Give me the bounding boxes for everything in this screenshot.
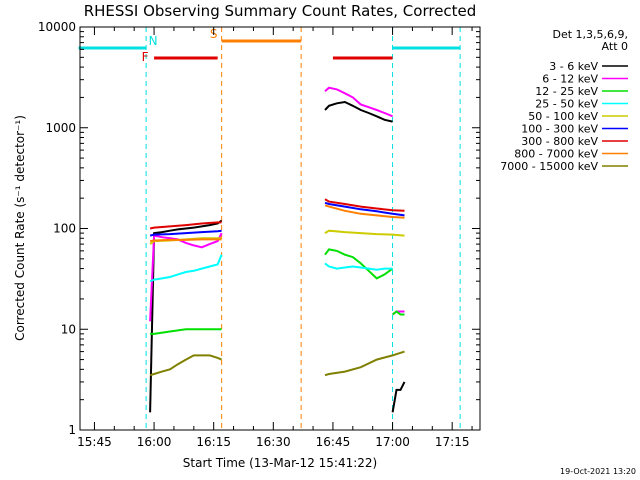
series-line-300-800-kev: [324, 198, 405, 212]
series-line-6-12-kev: [149, 232, 223, 322]
series-line-12-25-kev: [150, 328, 222, 335]
series-line-800-7000-kev: [324, 204, 405, 219]
x-axis-label: Start Time (13-Mar-12 15:41:22): [183, 456, 377, 470]
legend-label: 12 - 25 keV: [535, 85, 598, 98]
y-tick-label: 100: [53, 222, 76, 236]
x-tick-label: 16:15: [196, 435, 231, 449]
y-tick-label: 10: [61, 322, 76, 336]
x-tick-label: 16:00: [137, 435, 172, 449]
series-line-100-300-kev: [324, 201, 405, 217]
flag-label-n: N: [149, 34, 158, 48]
series-line-3-6-kev: [149, 219, 223, 413]
series-line-800-7000-kev: [149, 238, 222, 243]
series-line-25-50-kev: [324, 262, 393, 271]
series-line-6-12-kev: [324, 86, 393, 118]
legend-label: 6 - 12 keV: [542, 73, 598, 86]
legend-label: 25 - 50 keV: [535, 98, 598, 111]
legend-label: 100 - 300 keV: [521, 123, 598, 136]
series-line-50-100-kev: [324, 229, 405, 237]
plot-timestamp: 19-Oct-2021 13:20: [560, 467, 636, 476]
flag-label-f: F: [142, 50, 149, 64]
series-line-7000-15000-kev: [149, 354, 222, 377]
series-layer: [149, 86, 406, 413]
x-tick-label: 16:30: [256, 435, 291, 449]
legend-label: 50 - 100 keV: [528, 110, 598, 123]
x-tick-label: 16:45: [316, 435, 351, 449]
y-axis-label: Corrected Count Rate (s⁻¹ detector⁻¹): [13, 115, 27, 341]
y-tick-label: 1000: [45, 121, 76, 135]
y-axis: 1 10 100 1000 10000: [38, 20, 480, 437]
series-line-300-800-kev: [149, 221, 222, 230]
legend-label: 800 - 7000 keV: [514, 148, 598, 161]
series-line-3-6-kev: [391, 381, 406, 413]
x-tick-label: 17:15: [435, 435, 470, 449]
x-tick-label: 15:45: [77, 435, 112, 449]
legend-label: 3 - 6 keV: [549, 60, 598, 73]
x-tick-label: 17:00: [375, 435, 410, 449]
legend-label: 300 - 800 keV: [521, 135, 598, 148]
series-line-12-25-kev: [324, 248, 394, 280]
series-line-100-300-kev: [149, 229, 222, 237]
series-line-25-50-kev: [149, 254, 223, 283]
chart-title: RHESSI Observing Summary Count Rates, Co…: [84, 2, 477, 20]
y-tick-label: 10000: [38, 20, 76, 34]
legend-header: Det 1,3,5,6,9,: [552, 28, 628, 41]
series-line-3-6-kev: [324, 100, 393, 123]
legend-header: Att 0: [602, 40, 628, 53]
series-line-12-25-kev: [391, 310, 405, 316]
x-axis: 15:45 16:00 16:15 16:30 16:45 17:00 17:15: [77, 27, 473, 449]
legend-label: 7000 - 15000 keV: [500, 160, 598, 173]
y-tick-label: 1: [68, 423, 76, 437]
series-line-7000-15000-kev: [324, 350, 405, 377]
